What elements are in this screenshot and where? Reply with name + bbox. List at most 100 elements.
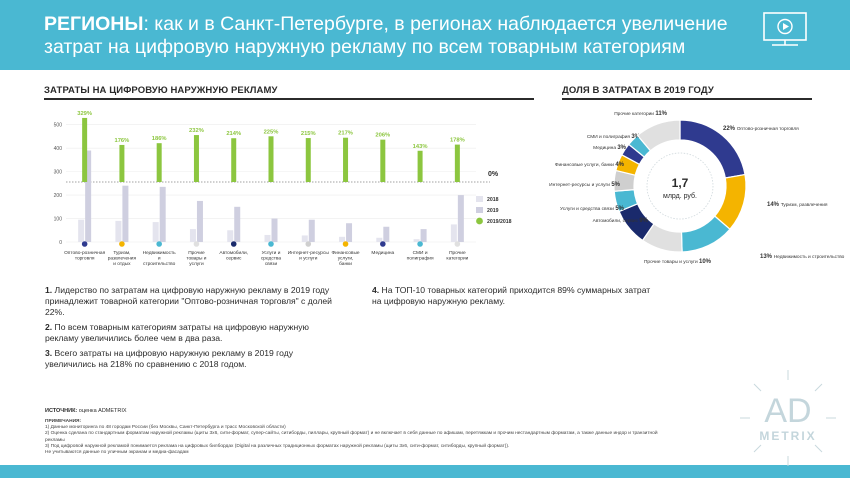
notes-title: ПРИМЕЧАНИЯ:	[45, 419, 82, 424]
bar-2018	[152, 222, 159, 242]
growth-label: 206%	[375, 133, 390, 139]
category-label: Прочие категории	[446, 250, 468, 262]
fact-1: 1. Лидерство по затратам на цифровую нар…	[45, 285, 332, 317]
growth-label: 225%	[264, 129, 279, 135]
bar-2019	[271, 218, 278, 242]
fact-2: 2. По всем товарным категориям затраты н…	[45, 322, 309, 343]
category-icon	[156, 241, 162, 247]
growth-label: 214%	[226, 131, 241, 137]
bar-2019	[159, 186, 166, 242]
growth-bar	[82, 117, 88, 182]
legend-label-growth: 2019/2018	[487, 219, 512, 225]
title-bold: РЕГИОНЫ	[44, 13, 144, 35]
bar-2018	[189, 229, 196, 242]
category-label: Прочие товары и услуги	[186, 250, 206, 267]
growth-bar	[454, 144, 460, 182]
bar-2019	[308, 219, 315, 242]
category-label: Интернет-ресурсы и услуги	[288, 250, 330, 262]
growth-bar	[417, 150, 423, 182]
bar-2019	[234, 206, 241, 242]
growth-bar	[268, 136, 274, 182]
category-icon	[417, 241, 423, 247]
category-label: Автомобили, сервис	[219, 250, 248, 262]
donut-slice	[636, 119, 681, 152]
legend-swatch-2019	[476, 207, 483, 213]
fact-3: 3. Всего затраты на цифровую наружную ре…	[45, 348, 294, 369]
donut-slice-label: Интернет-ресурсы и услуги 5%	[549, 182, 621, 188]
donut-slice-label: Финансовые услуги, банки 4%	[555, 162, 625, 168]
fact-4: 4. На ТОП-10 товарных категорий приходит…	[372, 285, 651, 306]
source-line: ИСТОЧНИК: оценка ADMETRIX	[45, 408, 127, 414]
video-play-icon[interactable]	[762, 12, 808, 46]
category-icon	[380, 241, 386, 247]
category-label: Медицина	[371, 250, 394, 256]
note-2: 2) Оценка сделана по стандартным формата…	[45, 431, 658, 443]
bar-2018	[78, 219, 85, 242]
y-tick-label: 100	[54, 217, 63, 223]
legend-swatch-2018	[476, 196, 483, 202]
bar-2018	[450, 224, 457, 242]
category-label: Туризм, развлечения и отдых	[108, 250, 137, 267]
donut-center	[646, 152, 714, 220]
y-tick-label: 200	[54, 193, 63, 199]
growth-bar	[343, 137, 349, 182]
growth-label: 178%	[450, 138, 465, 144]
zero-percent-label: 0%	[488, 171, 499, 178]
logo-line-1: AD	[764, 392, 811, 430]
bar-2019	[196, 200, 203, 242]
donut-slice-label: Медицина 3%	[593, 145, 627, 151]
y-tick-label: 0	[59, 240, 62, 246]
growth-label: 176%	[114, 138, 129, 144]
admetrix-logo: AD METRIX	[740, 370, 836, 466]
donut-chart-title-rule	[562, 98, 812, 100]
y-tick-label: 500	[54, 123, 63, 129]
growth-label: 186%	[152, 136, 167, 142]
donut-slice-label: 14% Туризм, развлечения	[767, 202, 828, 208]
growth-label: 217%	[338, 131, 353, 137]
growth-bar	[231, 138, 237, 182]
bar-2018	[413, 239, 420, 242]
donut-center-value: 1,7	[672, 176, 689, 190]
bar-chart-title: ЗАТРАТЫ НА ЦИФРОВУЮ НАРУЖНУЮ РЕКЛАМУ	[44, 85, 278, 96]
category-label: Финансовые услуги, банки	[332, 250, 360, 267]
category-label: СМИ и полиграфия	[407, 250, 434, 262]
category-label: Недвижимость и строительство	[143, 250, 177, 267]
growth-label: 215%	[301, 131, 316, 137]
bar-2019	[122, 185, 129, 242]
category-icon	[454, 241, 461, 247]
y-tick-label: 400	[54, 146, 63, 152]
footer-band	[0, 465, 850, 478]
bar-2019	[420, 229, 427, 242]
bar-2018	[264, 234, 271, 242]
donut-center-unit: млрд. руб.	[663, 192, 697, 200]
bar-2018	[115, 220, 122, 242]
growth-bar	[156, 143, 162, 182]
title-rest: : как и в Санкт-Петербурге, в регионах н…	[44, 13, 728, 58]
donut-slice-label: 13% Недвижимость и строительство	[760, 254, 845, 260]
notes: ПРИМЕЧАНИЯ: 1) Данные мониторинга по 48 …	[45, 419, 665, 456]
bar-2018	[301, 235, 308, 242]
donut-slice-label: 22% Оптово-розничная торговля	[723, 126, 799, 132]
legend-swatch-growth	[476, 217, 483, 225]
growth-bar	[380, 139, 386, 182]
logo-line-2: METRIX	[759, 429, 816, 443]
bar-2018	[227, 230, 234, 242]
donut-chart-title: ДОЛЯ В ЗАТРАТАХ В 2019 ГОДУ	[562, 85, 714, 96]
growth-bar	[119, 144, 125, 182]
category-icon	[230, 241, 237, 247]
category-icon	[81, 241, 88, 247]
legend-label-2018: 2018	[487, 197, 499, 203]
bar-2019	[457, 195, 464, 242]
bar-2018	[376, 237, 383, 242]
category-label: Услуги и средства связи	[261, 250, 282, 267]
category-label: Оптово-розничная торговля	[64, 250, 106, 262]
page-title: РЕГИОНЫ: как и в Санкт-Петербурге, в рег…	[44, 13, 744, 59]
donut-slice-label: Услуги и средства связи 5%	[560, 206, 625, 212]
donut-slice-label: Прочие товары и услуги 10%	[644, 259, 712, 265]
category-icon	[305, 241, 312, 247]
bar-chart-title-rule	[44, 98, 534, 100]
bar-2018	[339, 236, 346, 242]
note-4: Не учитываются данные по уличным экранам…	[45, 450, 189, 456]
